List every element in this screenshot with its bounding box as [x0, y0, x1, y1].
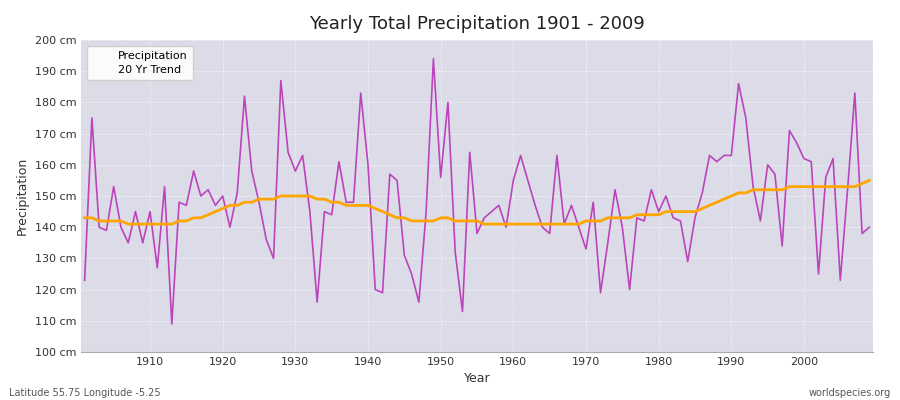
20 Yr Trend — [348, 203, 359, 208]
Title: Yearly Total Precipitation 1901 - 2009: Yearly Total Precipitation 1901 - 2009 — [309, 15, 645, 33]
20 Yr Trend — [515, 222, 526, 226]
Precipitation — [348, 200, 359, 205]
Precipitation — [609, 187, 620, 192]
Text: Latitude 55.75 Longitude -5.25: Latitude 55.75 Longitude -5.25 — [9, 388, 160, 398]
20 Yr Trend — [508, 222, 518, 226]
Line: Precipitation: Precipitation — [85, 59, 869, 324]
Precipitation — [166, 322, 177, 326]
Precipitation — [304, 209, 315, 214]
20 Yr Trend — [122, 222, 133, 226]
Precipitation — [864, 225, 875, 230]
Line: 20 Yr Trend: 20 Yr Trend — [85, 180, 869, 224]
X-axis label: Year: Year — [464, 372, 490, 386]
Precipitation — [79, 278, 90, 283]
Y-axis label: Precipitation: Precipitation — [16, 157, 29, 235]
Precipitation — [428, 56, 439, 61]
Precipitation — [138, 240, 148, 245]
20 Yr Trend — [79, 216, 90, 220]
Precipitation — [515, 153, 526, 158]
Legend: Precipitation, 20 Yr Trend: Precipitation, 20 Yr Trend — [86, 46, 193, 80]
20 Yr Trend — [304, 194, 315, 198]
20 Yr Trend — [602, 216, 613, 220]
Precipitation — [523, 178, 534, 183]
Text: worldspecies.org: worldspecies.org — [809, 388, 891, 398]
20 Yr Trend — [145, 222, 156, 226]
20 Yr Trend — [864, 178, 875, 183]
